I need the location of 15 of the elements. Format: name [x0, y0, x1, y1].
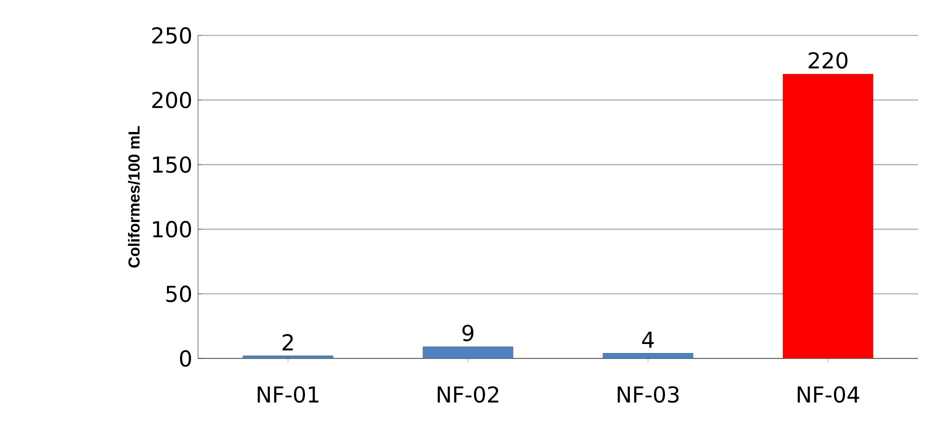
data-label: 220 [808, 52, 848, 69]
y-tick-label: 250 [152, 27, 192, 44]
y-tick-label: 200 [152, 92, 192, 108]
y-tick-label: 50 [166, 286, 192, 302]
y-tick-label: 0 [180, 350, 192, 367]
y-tick-label: 100 [153, 220, 192, 238]
y-axis-title: Coliformes/100 mL [128, 126, 140, 268]
data-label: 2 [282, 334, 293, 350]
data-label: 4 [642, 332, 654, 348]
data-label: 9 [462, 324, 474, 342]
x-tick-label: NF-04 [798, 386, 860, 403]
x-tick-label: NF-03 [618, 386, 679, 403]
x-tick-label: NF-01 [258, 386, 318, 403]
x-tick-label: NF-02 [438, 386, 498, 403]
y-tick-label: 150 [153, 156, 192, 173]
